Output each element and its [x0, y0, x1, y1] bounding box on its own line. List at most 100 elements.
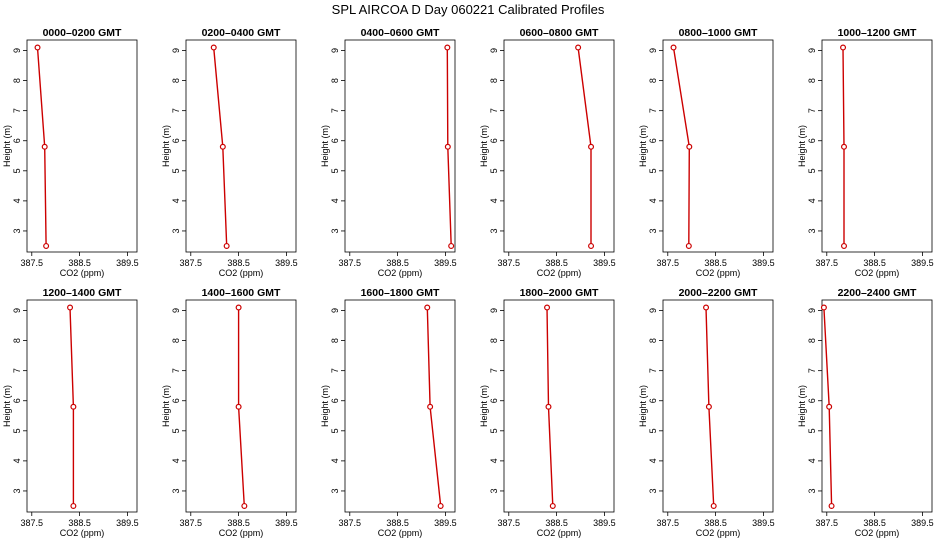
- y-tick-label: 4: [648, 458, 658, 463]
- x-axis-label: CO2 (ppm): [696, 268, 741, 278]
- profile-point: [588, 242, 595, 249]
- profile-point: [241, 502, 248, 509]
- y-tick-label: 4: [807, 198, 817, 203]
- y-tick-label: 7: [171, 108, 181, 113]
- y-tick-label: 4: [330, 458, 340, 463]
- profile-point: [444, 44, 451, 51]
- profile-point: [34, 44, 41, 51]
- y-tick-label: 6: [12, 398, 22, 403]
- profile-point: [686, 143, 693, 150]
- profile-point: [70, 502, 77, 509]
- plot-frame: [185, 299, 297, 513]
- x-tick-label: 389.5: [911, 518, 934, 528]
- y-tick-label: 8: [489, 338, 499, 343]
- profile-point: [588, 143, 595, 150]
- profile-panel: 1600–1800 GMT 3 4 5 6 7 8 9 387.5 388.5 389.5 CO2 (…: [320, 287, 457, 538]
- profile-point: [710, 502, 717, 509]
- y-tick-label: 3: [807, 228, 817, 233]
- y-tick-label: 6: [807, 398, 817, 403]
- y-tick-label: 8: [489, 78, 499, 83]
- x-tick-label: 389.5: [593, 518, 616, 528]
- profile-panel: 1800–2000 GMT 3 4 5 6 7 8 9 387.5 388.5 389.5 CO2 (…: [479, 287, 616, 538]
- x-tick-label: 387.5: [498, 518, 521, 528]
- y-axis-label: Height (m): [638, 385, 648, 427]
- y-tick-label: 9: [489, 308, 499, 313]
- profile-point: [444, 143, 451, 150]
- panel-title: 0200–0400 GMT: [202, 27, 281, 39]
- x-tick-label: 387.5: [21, 258, 44, 268]
- y-tick-label: 5: [489, 168, 499, 173]
- profile-panel: 2200–2400 GMT 3 4 5 6 7 8 9 387.5 388.5 389.5 CO2 (…: [797, 287, 934, 538]
- y-tick-label: 5: [330, 168, 340, 173]
- y-tick-label: 5: [12, 168, 22, 173]
- x-tick-label: 389.5: [116, 518, 139, 528]
- y-tick-label: 4: [171, 458, 181, 463]
- y-tick-label: 6: [171, 138, 181, 143]
- y-tick-label: 6: [648, 398, 658, 403]
- figure-title: SPL AIRCOA D Day 060221 Calibrated Profi…: [332, 2, 605, 17]
- profile-panel: 1000–1200 GMT 3 4 5 6 7 8 9 387.5 388.5 389.5 CO2 (…: [797, 27, 934, 278]
- plot-frame: [185, 39, 297, 253]
- profile-point: [575, 44, 582, 51]
- x-axis-label: CO2 (ppm): [855, 268, 900, 278]
- x-tick-label: 389.5: [434, 518, 457, 528]
- profile-point: [840, 44, 847, 51]
- profile-point: [703, 304, 710, 311]
- profile-point: [820, 304, 827, 311]
- y-tick-label: 3: [330, 228, 340, 233]
- y-tick-label: 9: [330, 48, 340, 53]
- y-tick-label: 7: [489, 368, 499, 373]
- y-tick-label: 6: [489, 138, 499, 143]
- x-tick-label: 387.5: [180, 518, 203, 528]
- x-tick-label: 389.5: [911, 258, 934, 268]
- y-tick-label: 7: [489, 108, 499, 113]
- y-tick-label: 7: [12, 108, 22, 113]
- profile-panel: 0800–1000 GMT 3 4 5 6 7 8 9 387.5 388.5 389.5 CO2 (…: [638, 27, 775, 278]
- y-tick-label: 3: [648, 228, 658, 233]
- profile-point: [223, 242, 230, 249]
- x-axis-label: CO2 (ppm): [855, 528, 900, 538]
- y-tick-label: 8: [12, 338, 22, 343]
- y-tick-label: 7: [12, 368, 22, 373]
- profile-panel: 2000–2200 GMT 3 4 5 6 7 8 9 387.5 388.5 389.5 CO2 (…: [638, 287, 775, 538]
- profile-point: [448, 242, 455, 249]
- x-tick-label: 389.5: [275, 518, 298, 528]
- y-tick-label: 9: [12, 308, 22, 313]
- plot-frame: [26, 39, 138, 253]
- profile-point: [826, 403, 833, 410]
- y-tick-label: 5: [807, 168, 817, 173]
- x-tick-label: 388.5: [863, 518, 886, 528]
- profile-point: [235, 304, 242, 311]
- x-axis-label: CO2 (ppm): [378, 528, 423, 538]
- profile-point: [210, 44, 217, 51]
- y-tick-label: 3: [12, 488, 22, 493]
- x-tick-label: 388.5: [227, 258, 250, 268]
- y-tick-label: 7: [807, 368, 817, 373]
- y-tick-label: 7: [807, 108, 817, 113]
- y-tick-label: 7: [330, 108, 340, 113]
- y-tick-label: 5: [807, 428, 817, 433]
- x-tick-label: 387.5: [21, 518, 44, 528]
- y-tick-label: 6: [171, 398, 181, 403]
- y-axis-label: Height (m): [479, 385, 489, 427]
- y-tick-label: 4: [489, 458, 499, 463]
- x-tick-label: 387.5: [816, 518, 839, 528]
- y-tick-label: 6: [330, 138, 340, 143]
- x-tick-label: 389.5: [752, 518, 775, 528]
- y-tick-label: 3: [489, 228, 499, 233]
- panel-title: 1800–2000 GMT: [520, 287, 599, 299]
- y-tick-label: 3: [330, 488, 340, 493]
- profile-point: [437, 502, 444, 509]
- y-tick-label: 5: [12, 428, 22, 433]
- profile-point: [544, 304, 551, 311]
- x-tick-label: 388.5: [386, 258, 409, 268]
- panel-title: 2000–2200 GMT: [679, 287, 758, 299]
- x-axis-label: CO2 (ppm): [219, 528, 264, 538]
- y-tick-label: 6: [12, 138, 22, 143]
- y-tick-label: 9: [807, 48, 817, 53]
- y-tick-label: 3: [171, 228, 181, 233]
- y-tick-label: 9: [489, 48, 499, 53]
- panel-title: 0400–0600 GMT: [361, 27, 440, 39]
- panel-title: 1000–1200 GMT: [838, 27, 917, 39]
- y-tick-label: 4: [12, 458, 22, 463]
